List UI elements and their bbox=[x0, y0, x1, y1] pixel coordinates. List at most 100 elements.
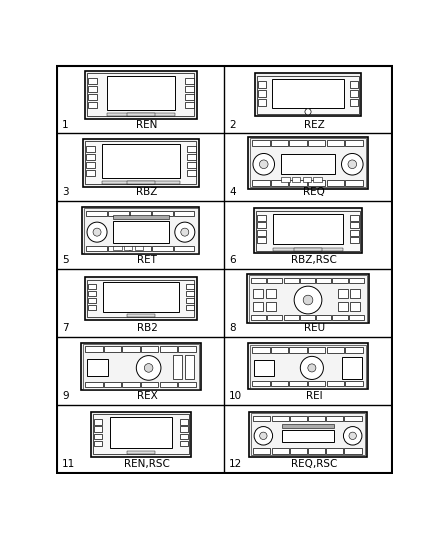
Bar bbox=[292, 177, 300, 182]
Bar bbox=[83, 344, 199, 389]
Bar bbox=[342, 357, 361, 379]
Bar bbox=[152, 246, 173, 252]
Bar bbox=[316, 278, 331, 283]
Text: 6: 6 bbox=[229, 255, 236, 265]
Bar bbox=[257, 222, 266, 229]
Text: 11: 11 bbox=[62, 459, 75, 469]
Bar bbox=[283, 314, 299, 320]
Circle shape bbox=[303, 295, 313, 305]
Bar bbox=[84, 208, 198, 253]
Circle shape bbox=[181, 228, 189, 236]
Bar bbox=[178, 382, 196, 387]
Bar bbox=[308, 381, 325, 386]
Bar bbox=[180, 426, 188, 432]
Bar bbox=[327, 140, 344, 146]
Bar bbox=[272, 79, 344, 108]
Circle shape bbox=[93, 228, 101, 236]
Bar bbox=[113, 215, 169, 219]
Bar bbox=[94, 426, 102, 432]
Circle shape bbox=[294, 286, 322, 314]
Bar bbox=[186, 291, 194, 296]
Bar bbox=[308, 448, 325, 454]
Bar bbox=[88, 305, 96, 310]
Bar bbox=[282, 424, 334, 428]
Bar bbox=[86, 162, 95, 168]
Bar bbox=[281, 154, 335, 174]
Bar bbox=[257, 76, 359, 114]
Bar bbox=[308, 347, 325, 352]
Bar bbox=[338, 302, 348, 311]
Circle shape bbox=[175, 222, 195, 242]
Bar bbox=[271, 381, 288, 386]
Bar bbox=[88, 86, 97, 92]
Bar bbox=[350, 215, 359, 221]
Bar bbox=[102, 181, 180, 184]
Bar bbox=[345, 381, 363, 386]
Bar bbox=[82, 207, 199, 254]
Text: RB2: RB2 bbox=[137, 323, 158, 333]
Bar bbox=[271, 140, 288, 146]
Bar bbox=[344, 448, 361, 454]
Bar bbox=[108, 246, 129, 252]
Bar bbox=[350, 230, 359, 236]
Bar bbox=[127, 181, 155, 184]
Bar bbox=[294, 247, 322, 251]
Bar bbox=[110, 417, 172, 448]
Bar bbox=[267, 314, 283, 320]
Bar bbox=[253, 448, 270, 454]
Bar bbox=[159, 346, 177, 352]
Bar bbox=[104, 382, 121, 387]
Bar bbox=[281, 177, 290, 182]
Bar bbox=[327, 347, 344, 352]
Bar bbox=[130, 211, 151, 216]
Bar bbox=[314, 177, 322, 182]
Bar bbox=[254, 360, 274, 376]
Bar bbox=[88, 78, 97, 84]
Bar bbox=[283, 278, 299, 283]
Bar bbox=[127, 114, 155, 116]
Circle shape bbox=[342, 154, 363, 175]
Bar bbox=[251, 278, 266, 283]
Bar bbox=[180, 441, 188, 446]
Bar bbox=[187, 162, 196, 168]
Circle shape bbox=[343, 426, 362, 445]
Bar bbox=[290, 381, 307, 386]
Text: REU: REU bbox=[304, 323, 325, 333]
Bar bbox=[86, 154, 95, 160]
Bar bbox=[350, 302, 360, 311]
Bar bbox=[271, 347, 288, 352]
Bar bbox=[326, 416, 343, 421]
Text: 4: 4 bbox=[229, 188, 236, 197]
Bar bbox=[327, 181, 344, 186]
Text: REQ,RSC: REQ,RSC bbox=[291, 459, 337, 469]
Bar bbox=[252, 347, 270, 352]
Bar bbox=[300, 278, 315, 283]
Bar bbox=[345, 347, 363, 352]
Bar bbox=[94, 441, 102, 446]
Bar bbox=[141, 382, 159, 387]
Text: 9: 9 bbox=[62, 391, 69, 401]
Bar bbox=[93, 414, 189, 454]
Circle shape bbox=[260, 432, 267, 440]
Bar bbox=[290, 347, 307, 352]
Bar bbox=[290, 416, 307, 421]
Bar bbox=[338, 289, 348, 298]
Circle shape bbox=[144, 364, 153, 372]
Circle shape bbox=[253, 154, 275, 175]
Bar bbox=[308, 181, 325, 186]
Text: 3: 3 bbox=[62, 188, 69, 197]
Bar bbox=[332, 278, 348, 283]
Bar bbox=[250, 345, 366, 388]
Bar bbox=[257, 230, 266, 236]
Text: 1: 1 bbox=[62, 119, 69, 130]
Circle shape bbox=[348, 160, 357, 168]
Text: RET: RET bbox=[137, 255, 157, 265]
Bar bbox=[252, 181, 270, 186]
Bar bbox=[250, 412, 367, 457]
Text: 7: 7 bbox=[62, 323, 69, 333]
Bar bbox=[273, 247, 343, 251]
Bar bbox=[178, 346, 196, 352]
Text: REI: REI bbox=[306, 391, 322, 401]
Bar bbox=[251, 314, 266, 320]
Bar bbox=[102, 144, 180, 178]
